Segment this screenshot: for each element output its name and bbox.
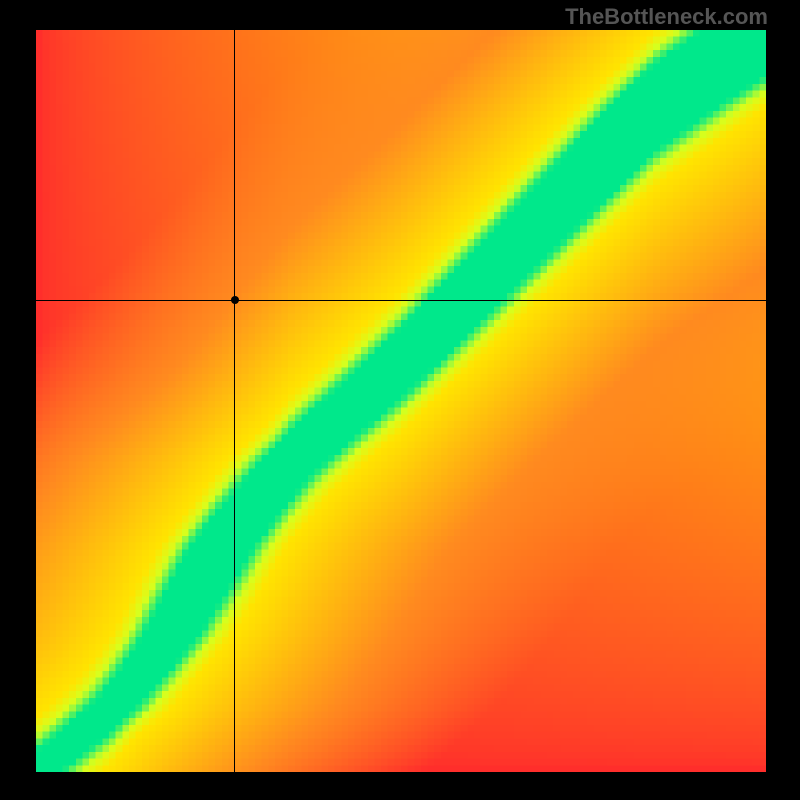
chart-container: TheBottleneck.com — [0, 0, 800, 800]
heatmap-plot — [36, 30, 766, 772]
crosshair-horizontal — [36, 300, 766, 301]
crosshair-marker — [231, 296, 239, 304]
watermark-text: TheBottleneck.com — [565, 4, 768, 30]
crosshair-vertical — [234, 30, 235, 772]
heatmap-canvas — [36, 30, 766, 772]
